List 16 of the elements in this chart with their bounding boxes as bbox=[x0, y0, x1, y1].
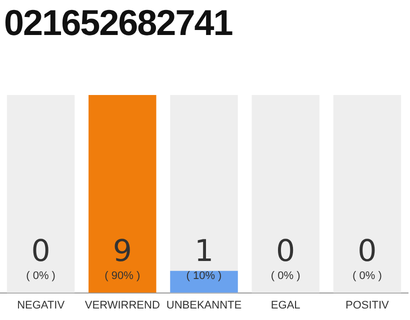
data-label: ( 10% ) bbox=[186, 270, 222, 282]
x-tick-label: EGAL bbox=[270, 299, 300, 312]
data-label: ( 0% ) bbox=[270, 270, 300, 282]
data-label: ( 90% ) bbox=[104, 270, 140, 282]
annotation: 0 bbox=[358, 234, 377, 269]
annotation: 1 bbox=[194, 234, 214, 269]
chart-title: 021652682741 bbox=[4, 2, 232, 44]
x-tick-label: NEGATIV bbox=[17, 299, 66, 312]
x-tick-label: POSITIV bbox=[345, 299, 390, 312]
x-tick-label: UNBEKANNTE bbox=[166, 299, 242, 312]
annotation: 9 bbox=[112, 234, 132, 269]
x-tick-label: VERWIRREND bbox=[84, 299, 160, 312]
data-label: ( 0% ) bbox=[26, 270, 56, 282]
data-label: ( 0% ) bbox=[352, 270, 382, 282]
annotation: 0 bbox=[31, 234, 50, 269]
annotation: 0 bbox=[276, 234, 296, 269]
